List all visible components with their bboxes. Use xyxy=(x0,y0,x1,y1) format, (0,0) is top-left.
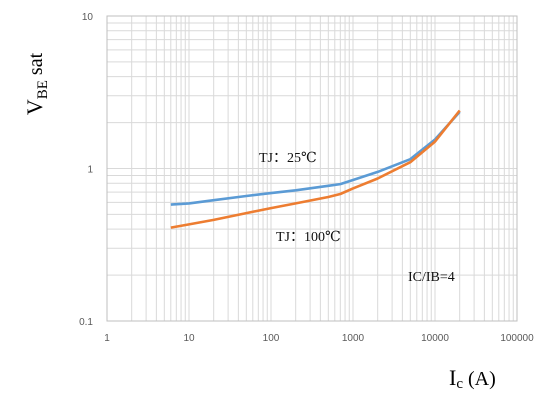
y-tick-label: 1 xyxy=(87,165,93,176)
series-line-25c xyxy=(170,111,461,206)
annotation-tj-25: TJ：25℃ xyxy=(259,151,317,166)
tick-labels: 1 10 100 1000 10000 100000 0.1 1 10 xyxy=(79,12,534,344)
y-tick-label: 0.1 xyxy=(79,317,93,328)
x-axis-label-suffix: (A) xyxy=(463,368,496,390)
x-axis-label-main: I xyxy=(449,365,456,390)
y-axis-label-suffix: sat xyxy=(25,52,47,80)
y-axis-label-sub: BE xyxy=(35,80,51,99)
series-lines xyxy=(170,109,461,229)
plot-frame xyxy=(106,15,518,322)
y-axis-label-main: V xyxy=(22,99,47,115)
x-tick-label: 10000 xyxy=(421,333,449,344)
series-line-100c xyxy=(170,109,461,229)
x-tick-label: 10 xyxy=(183,333,195,344)
grid-lines xyxy=(106,16,517,322)
x-axis-label: Ic (A) xyxy=(449,365,496,392)
x-tick-label: 100000 xyxy=(500,333,534,344)
x-tick-label: 1 xyxy=(104,333,110,344)
plot-border xyxy=(106,15,518,322)
y-tick-label: 10 xyxy=(82,12,94,23)
x-tick-label: 1000 xyxy=(342,333,365,344)
x-tick-label: 100 xyxy=(263,333,280,344)
x-axis-label-sub: c xyxy=(456,376,463,392)
y-axis-label: VBE sat xyxy=(22,52,51,115)
annotation-ic-ib: IC/IB=4 xyxy=(408,270,455,285)
annotation-tj-100: TJ：100℃ xyxy=(276,230,341,245)
